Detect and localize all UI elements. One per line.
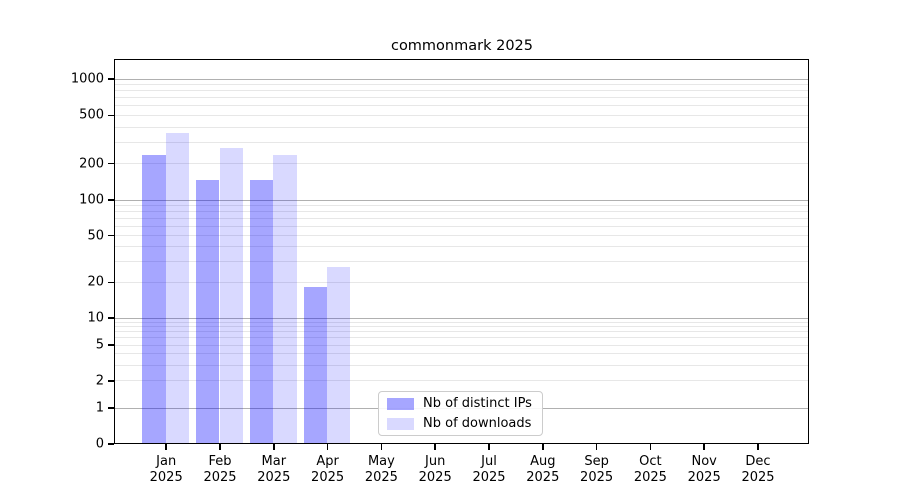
x-tick-mark — [380, 444, 383, 450]
bar-nb-of-downloads-mar-2025 — [273, 154, 297, 444]
x-tick-label-aug-2025: Aug 2025 — [526, 454, 560, 485]
y-tick-label: 1 — [95, 400, 104, 416]
legend-swatch-downloads — [387, 417, 414, 430]
y-tick-mark — [108, 380, 114, 382]
x-tick-mark — [703, 444, 705, 450]
x-tick-mark — [273, 444, 275, 450]
bar-nb-of-downloads-feb-2025 — [219, 148, 243, 444]
legend: Nb of distinct IPs Nb of downloads — [378, 391, 543, 436]
minor-gridline — [115, 97, 808, 99]
minor-gridline — [115, 163, 808, 165]
y-tick-label: 20 — [87, 274, 104, 290]
y-tick-label: 0 — [95, 436, 104, 452]
bar-nb-of-distinct-ips-mar-2025 — [250, 179, 274, 444]
x-tick-label-jul-2025: Jul 2025 — [472, 454, 506, 485]
x-tick-label-mar-2025: Mar 2025 — [257, 454, 291, 485]
minor-gridline — [115, 105, 808, 107]
minor-gridline — [115, 331, 808, 333]
minor-gridline — [115, 84, 808, 86]
x-tick-label-sep-2025: Sep 2025 — [580, 454, 614, 485]
legend-label-distinct-ips: Nb of distinct IPs — [423, 396, 532, 411]
minor-gridline — [115, 261, 808, 263]
minor-gridline — [115, 246, 808, 248]
minor-gridline — [115, 141, 808, 143]
y-tick-label: 5 — [95, 337, 104, 353]
chart-title: commonmark 2025 — [390, 38, 534, 54]
x-tick-label-apr-2025: Apr 2025 — [311, 454, 345, 485]
y-tick-mark — [108, 281, 114, 284]
minor-gridline — [115, 114, 808, 116]
y-tick-label: 2 — [95, 373, 104, 389]
major-gridline — [115, 317, 808, 319]
y-tick-label: 50 — [87, 228, 104, 244]
y-tick-mark — [108, 162, 114, 165]
major-gridline — [115, 199, 808, 201]
minor-gridline — [115, 364, 808, 366]
y-tick-mark — [108, 234, 114, 237]
x-tick-mark — [649, 444, 652, 450]
minor-gridline — [115, 337, 808, 339]
minor-gridline — [115, 353, 808, 355]
x-tick-mark — [488, 444, 490, 450]
x-tick-label-nov-2025: Nov 2025 — [687, 454, 721, 485]
minor-gridline — [115, 281, 808, 283]
minor-gridline — [115, 344, 808, 346]
minor-gridline — [115, 326, 808, 328]
x-tick-label-jan-2025: Jan 2025 — [149, 454, 183, 485]
minor-gridline — [115, 225, 808, 227]
x-tick-mark — [434, 444, 436, 450]
y-tick-label: 1000 — [70, 71, 104, 87]
legend-row: Nb of distinct IPs — [387, 396, 534, 411]
x-tick-mark — [542, 444, 544, 450]
y-tick-mark — [108, 114, 114, 117]
minor-gridline — [115, 126, 808, 128]
bar-nb-of-downloads-apr-2025 — [327, 266, 351, 444]
y-tick-mark — [108, 344, 114, 346]
major-gridline — [115, 78, 808, 80]
y-tick-label: 500 — [79, 107, 104, 123]
legend-swatch-distinct-ips — [387, 397, 414, 410]
minor-gridline — [115, 210, 808, 212]
x-tick-mark — [219, 444, 221, 450]
x-tick-label-jun-2025: Jun 2025 — [418, 454, 452, 485]
x-tick-label-may-2025: May 2025 — [364, 454, 398, 485]
minor-gridline — [115, 235, 808, 237]
x-tick-label-oct-2025: Oct 2025 — [633, 454, 667, 485]
bar-nb-of-downloads-jan-2025 — [165, 132, 189, 444]
legend-row: Nb of downloads — [387, 416, 534, 431]
x-tick-mark — [595, 444, 598, 450]
y-tick-mark — [108, 317, 114, 319]
bar-nb-of-distinct-ips-apr-2025 — [303, 287, 328, 444]
y-tick-mark — [108, 78, 114, 80]
y-tick-mark — [108, 199, 114, 201]
y-tick-mark — [108, 407, 114, 409]
bar-nb-of-distinct-ips-feb-2025 — [196, 179, 220, 444]
y-tick-mark — [108, 443, 114, 445]
y-tick-label: 200 — [79, 156, 104, 172]
plot-area — [114, 59, 809, 444]
x-tick-mark — [757, 444, 759, 450]
x-tick-label-dec-2025: Dec 2025 — [741, 454, 775, 485]
x-tick-mark — [326, 444, 329, 450]
minor-gridline — [115, 217, 808, 219]
x-tick-label-feb-2025: Feb 2025 — [203, 454, 237, 485]
minor-gridline — [115, 90, 808, 92]
minor-gridline — [115, 204, 808, 206]
y-tick-label: 10 — [87, 310, 104, 326]
minor-gridline — [115, 380, 808, 382]
minor-gridline — [115, 321, 808, 323]
y-tick-label: 100 — [79, 192, 104, 208]
x-tick-mark — [165, 444, 167, 450]
bar-nb-of-distinct-ips-jan-2025 — [142, 154, 166, 444]
legend-label-downloads: Nb of downloads — [423, 416, 532, 431]
